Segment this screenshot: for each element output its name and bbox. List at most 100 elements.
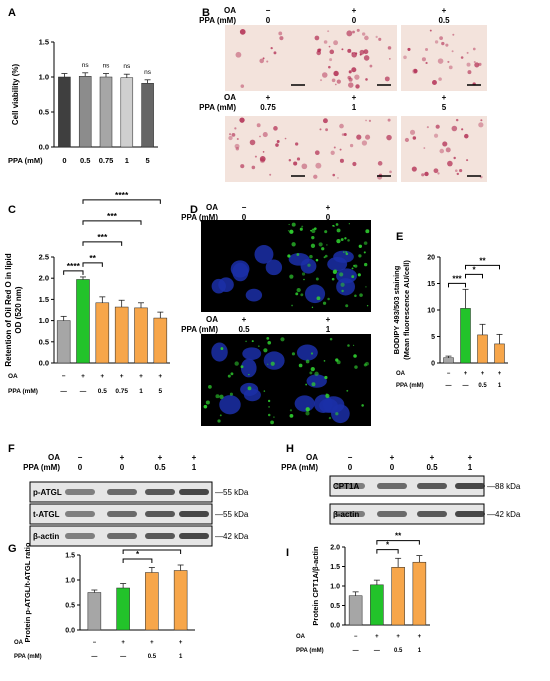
micrograph-oil-red-o [401, 116, 487, 182]
lipid-droplet [345, 251, 347, 253]
x-tick-label: 0 [62, 156, 66, 165]
lipid-droplet [448, 65, 453, 70]
y-tick-label: 1.0 [39, 316, 49, 325]
lipid-droplet [478, 62, 482, 66]
lipid-droplet [424, 171, 429, 177]
condition-row-label: PPA (mM) [296, 648, 324, 654]
ppa-value: 0 [326, 213, 331, 222]
significance-label: ** [395, 532, 402, 541]
lipid-droplet [332, 224, 335, 227]
oa-value: + [326, 203, 331, 212]
ppa-value: 5 [442, 103, 447, 112]
oa-value: + [192, 453, 197, 462]
lipid-droplet [262, 151, 265, 153]
lipid-droplet [461, 128, 464, 131]
nucleus [327, 256, 348, 272]
lipid-droplet [351, 52, 357, 58]
ppa-value: 0 [242, 213, 247, 222]
y-tick-label: 20 [427, 255, 435, 262]
lipid-droplet [429, 29, 432, 32]
lipid-droplet [217, 419, 221, 423]
lipid-droplet [296, 253, 300, 256]
lipid-droplet [273, 126, 278, 131]
condition-value: 1 [139, 388, 143, 395]
lipid-droplet [352, 30, 355, 34]
lipid-droplet [357, 273, 361, 277]
significance-bracket [82, 199, 161, 204]
nucleus [211, 342, 228, 362]
lipid-droplet [439, 148, 445, 154]
condition-row-label: OA [8, 373, 18, 380]
lipid-droplet [328, 416, 332, 420]
condition-value: + [81, 373, 85, 380]
panel-label-g: G [8, 543, 17, 555]
lipid-droplet [329, 337, 333, 341]
ppa-value: 1 [468, 463, 473, 472]
lipid-droplet [388, 57, 391, 60]
significance-bracket [63, 270, 84, 275]
condition-value: + [481, 371, 485, 377]
lipid-droplet [231, 133, 236, 137]
lipid-droplet [426, 126, 429, 129]
lipid-droplet [356, 28, 360, 32]
lipid-droplet [433, 133, 439, 138]
lipid-droplet [336, 239, 341, 244]
significance-bracket [122, 549, 182, 554]
lipid-droplet [375, 35, 378, 39]
condition-value: 0.5 [98, 388, 107, 395]
lipid-droplet [275, 143, 279, 147]
lipid-droplet [407, 47, 411, 51]
lipid-droplet [466, 62, 471, 67]
lipid-droplet [421, 173, 425, 177]
lipid-droplet [259, 155, 266, 162]
lipid-droplet [263, 390, 266, 392]
lipid-droplet [359, 53, 362, 56]
x-tick-label: 0.75 [99, 156, 114, 165]
lipid-droplet [270, 47, 273, 50]
lipid-droplet [324, 375, 328, 380]
chart-oil-red-o: 0.0 0.5 1.0 1.5 2.0 2.5 Retention of Oil Red O… [4, 190, 170, 395]
lipid-droplet [434, 40, 439, 44]
micrograph-oil-red-o [311, 25, 397, 91]
y-axis-label: Cell viability (%) [11, 63, 20, 125]
lipid-droplet [267, 340, 272, 345]
significance-label: ns [103, 63, 111, 70]
blot-band [145, 533, 175, 539]
bar [391, 567, 405, 626]
micrograph-oil-red-o [225, 116, 311, 182]
lipid-droplet [346, 30, 353, 37]
condition-value: + [464, 371, 468, 377]
lipid-droplet [363, 49, 369, 55]
lipid-droplet [289, 409, 293, 412]
panel-label-b: B [202, 7, 210, 19]
lipid-droplet [312, 228, 314, 230]
lipid-droplet [332, 270, 337, 275]
y-tick-label: 2.5 [39, 253, 49, 262]
bar [120, 77, 134, 148]
lipid-droplet [336, 79, 341, 84]
lipid-droplet [278, 31, 283, 36]
lipid-droplet [269, 173, 272, 176]
significance-label: *** [97, 232, 108, 242]
oa-value: + [242, 315, 247, 324]
lipid-droplet [452, 33, 455, 36]
lipid-droplet [279, 36, 284, 41]
oa-value: + [442, 93, 447, 102]
lipid-droplet [361, 404, 364, 407]
lipid-droplet [321, 72, 328, 78]
lipid-droplet [365, 78, 368, 81]
significance-label: ** [89, 253, 96, 263]
lipid-droplet [363, 55, 370, 61]
condition-value: 0.75 [115, 388, 128, 395]
lipid-droplet [327, 30, 330, 33]
micrograph-oil-red-o [225, 25, 311, 91]
lipid-droplet [345, 304, 349, 308]
lipid-droplet [339, 158, 344, 163]
blot-band [377, 483, 407, 489]
lipid-droplet [321, 247, 325, 251]
lipid-droplet [344, 237, 347, 240]
lipid-droplet [341, 133, 345, 136]
lipid-droplet [295, 292, 299, 296]
lipid-droplet [287, 254, 291, 258]
nucleus [306, 374, 327, 388]
